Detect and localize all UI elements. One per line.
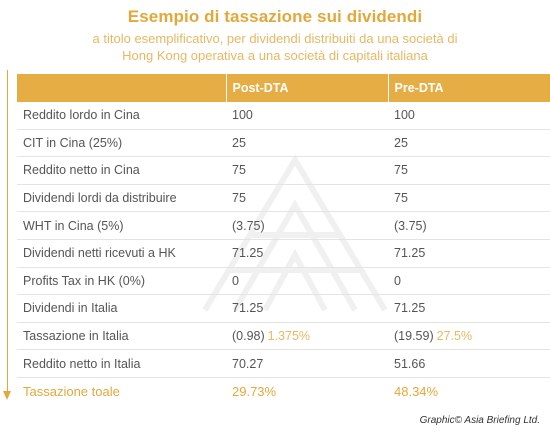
post-dta-value: 71.25: [226, 239, 388, 268]
row-label: Dividendi netti ricevuti a HK: [17, 239, 226, 268]
table-header-row: Post-DTA Pre-DTA: [17, 74, 550, 102]
post-dta-cell: (0.98) 1.375%: [226, 322, 388, 351]
pre-dta-cell: (19.59) 27.5%: [388, 322, 550, 351]
table-row: Reddito lordo in Cina 100 100: [17, 102, 550, 130]
pre-dta-value: 71.25: [388, 294, 550, 323]
table-row: Reddito netto in Cina 75 75: [17, 156, 550, 185]
post-dta-value: 75: [226, 156, 388, 185]
post-dta-value: (3.75): [226, 211, 388, 240]
table-row: WHT in Cina (5%) (3.75) (3.75): [17, 211, 550, 240]
row-label: Dividendi lordi da distribuire: [17, 184, 226, 213]
pre-dta-rate: 27.5%: [436, 329, 473, 344]
pre-dta-value: 71.25: [388, 239, 550, 268]
pre-dta-value: 25: [388, 129, 550, 158]
pre-dta-value: 75: [388, 156, 550, 185]
pre-dta-value: (19.59): [394, 329, 434, 344]
total-post-dta-value: 29.73%: [232, 383, 277, 399]
table-row: Dividendi netti ricevuti a HK 71.25 71.2…: [17, 239, 550, 268]
column-header-pre-dta: Pre-DTA: [387, 74, 550, 102]
total-row: Tassazione toale 29.73% 48.34%: [17, 377, 550, 404]
post-dta-value: 71.25: [226, 294, 388, 323]
row-label: Dividendi in Italia: [17, 294, 226, 323]
post-dta-rate: 1.375%: [267, 329, 311, 344]
subtitle-line-1: a titolo esemplificativo, per dividendi …: [92, 31, 458, 46]
row-label: WHT in Cina (5%): [17, 211, 226, 240]
flow-arrow-line: [7, 70, 8, 392]
pre-dta-value: 100: [388, 102, 550, 130]
table-row: Dividendi in Italia 71.25 71.25: [17, 294, 550, 323]
subtitle-line-2: Hong Kong operativa a una società di cap…: [122, 48, 428, 63]
total-label: Tassazione toale: [23, 383, 120, 399]
pre-dta-value: (3.75): [388, 211, 550, 240]
tax-comparison-table: Post-DTA Pre-DTA Reddito lordo in Cina 1…: [17, 74, 550, 405]
row-label: Tassazione in Italia: [17, 322, 226, 351]
pre-dta-value: 75: [388, 184, 550, 213]
page-title: Esempio di tassazione sui dividendi: [127, 7, 423, 26]
post-dta-value: 100: [226, 102, 388, 130]
row-label: Reddito lordo in Cina: [17, 102, 226, 130]
pre-dta-value: 51.66: [388, 349, 550, 378]
table-row: CIT in Cina (25%) 25 25: [17, 129, 550, 158]
post-dta-value: 75: [226, 184, 388, 213]
row-label: Profits Tax in HK (0%): [17, 267, 226, 296]
table-row: Dividendi lordi da distribuire 75 75: [17, 184, 550, 213]
column-header-label: [17, 74, 226, 102]
table-row: Reddito netto in Italia 70.27 51.66: [17, 349, 550, 378]
row-label: CIT in Cina (25%): [17, 129, 226, 158]
credit-line: Graphic© Asia Briefing Ltd.: [419, 415, 540, 426]
row-label: Reddito netto in Italia: [17, 349, 226, 378]
post-dta-value: (0.98): [232, 329, 265, 344]
row-label: Reddito netto in Cina: [17, 156, 226, 185]
pre-dta-value: 0: [388, 267, 550, 296]
flow-arrow-head: [3, 391, 11, 400]
post-dta-value: 0: [226, 267, 388, 296]
table-row: Tassazione in Italia (0.98) 1.375% (19.59…: [17, 322, 550, 351]
post-dta-value: 25: [226, 129, 388, 158]
column-header-post-dta: Post-DTA: [225, 74, 388, 102]
post-dta-value: 70.27: [226, 349, 388, 378]
total-pre-dta-value: 48.34%: [394, 383, 439, 399]
table-row: Profits Tax in HK (0%) 0 0: [17, 267, 550, 296]
